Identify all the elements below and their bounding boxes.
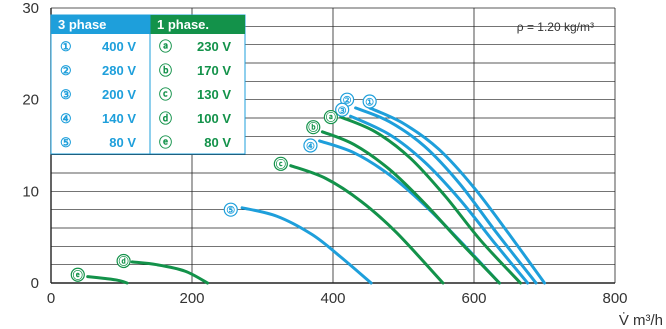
svg-text:ⓒ: ⓒ (276, 158, 286, 171)
legend-label: 140 V (102, 111, 136, 126)
legend-label: 80 V (109, 135, 136, 150)
legend-label: 400 V (102, 39, 136, 54)
series-curve (289, 164, 445, 285)
svg-text:ⓐ: ⓐ (326, 111, 336, 124)
x-tick-label: 0 (47, 290, 55, 307)
legend-group-title: 1 phase. (157, 17, 209, 32)
curve-marker: ④ (303, 138, 318, 153)
svg-text:①: ① (365, 98, 374, 109)
legend-marker: ⓔ (159, 135, 172, 150)
legend-label: 170 V (197, 63, 231, 78)
legend-marker: ② (60, 63, 72, 78)
legend-label: 130 V (197, 87, 231, 102)
legend-label: 280 V (102, 63, 136, 78)
svg-text:⑤: ⑤ (226, 206, 235, 217)
curve-marker: ③ (335, 102, 350, 117)
curve-marker: ⓑ (306, 120, 321, 135)
series-curve (86, 275, 129, 285)
x-tick-label: 600 (461, 290, 486, 307)
x-tick-label: 400 (320, 290, 345, 307)
legend-label: 100 V (197, 111, 231, 126)
svg-text:④: ④ (306, 142, 315, 153)
x-tick-label: 200 (179, 290, 204, 307)
series-curve (354, 106, 538, 285)
y-tick-label: 20 (22, 92, 39, 109)
density-annotation: ρ = 1.20 kg/m³ (517, 20, 594, 34)
legend-marker: ⓐ (159, 39, 172, 54)
legend-marker: ⓑ (159, 63, 172, 78)
legend-box (50, 14, 246, 155)
legend-label: 230 V (197, 39, 231, 54)
legend-label: 80 V (204, 135, 231, 150)
legend-marker: ③ (60, 87, 72, 102)
svg-text:②: ② (343, 96, 352, 107)
curve-marker: ⓒ (273, 156, 288, 171)
curve-marker: ① (362, 94, 377, 109)
svg-text:ⓑ: ⓑ (308, 121, 318, 134)
legend-group-title: 3 phase (58, 17, 106, 32)
svg-text:③: ③ (338, 106, 347, 117)
series-curve (130, 260, 209, 285)
curve-marker: ⓓ (116, 253, 131, 269)
y-tick-label: 10 (22, 183, 39, 200)
series-curve (368, 106, 546, 285)
legend-marker: ⓓ (159, 111, 172, 126)
legend-marker: ⓒ (159, 87, 172, 102)
series-curve (240, 206, 373, 285)
y-tick-label: 30 (22, 0, 39, 17)
curve-marker: ⓐ (323, 109, 338, 125)
legend-marker: ④ (60, 111, 72, 126)
legend: 3 phase ① 400 V ② 280 V ③ 200 V ④ 140 V ⑤ 80 V 1 ph… (50, 14, 246, 155)
svg-text:ⓓ: ⓓ (119, 255, 129, 268)
legend-marker: ⑤ (60, 135, 72, 150)
legend-header (150, 15, 245, 34)
x-tick-label: 800 (602, 290, 627, 307)
series-curve (320, 130, 501, 285)
legend-label: 200 V (102, 87, 136, 102)
series-curves: ① ②③ ④ ⑤ ⓐ ⓑ ⓒ ⓓ ⓔ (70, 92, 546, 285)
legend-header (51, 15, 150, 34)
curve-marker: ⓔ (70, 267, 85, 282)
svg-text:ⓔ: ⓔ (73, 269, 83, 282)
x-axis-label: V̇ m³/h (619, 312, 663, 329)
series-curve (349, 114, 530, 285)
legend-marker: ① (60, 39, 72, 54)
y-tick-label: 0 (31, 275, 39, 292)
curve-marker: ⑤ (223, 202, 238, 217)
series-curve (339, 115, 522, 285)
